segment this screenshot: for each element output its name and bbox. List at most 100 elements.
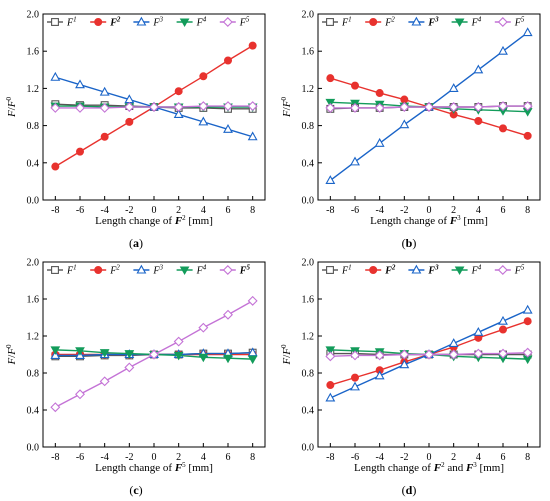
legend-marker — [497, 17, 508, 27]
y-axis-title: F/F0 — [5, 344, 18, 366]
x-axis-title: Length change of F3 [mm] — [370, 214, 488, 227]
x-tick-label: 8 — [250, 452, 255, 463]
data-point — [124, 362, 135, 373]
data-point — [498, 45, 508, 55]
data-point — [75, 102, 85, 113]
data-point — [350, 156, 360, 166]
legend-marker — [326, 266, 334, 274]
panel-label: (a) — [129, 236, 143, 250]
x-tick-label: 6 — [226, 205, 231, 216]
legend-label: F5 — [239, 264, 251, 277]
x-tick-label: 4 — [201, 205, 206, 216]
data-point — [124, 102, 135, 112]
y-tick-label: 0.4 — [27, 158, 40, 169]
y-tick-label: 0.4 — [302, 406, 315, 417]
data-point — [326, 74, 335, 83]
legend-label: F5 — [514, 264, 525, 277]
y-tick-label: 1.2 — [302, 84, 315, 95]
data-point — [173, 336, 184, 347]
legend-label: F3 — [152, 264, 163, 277]
data-point — [350, 102, 360, 113]
data-point — [50, 402, 61, 413]
x-tick-label: 0 — [152, 205, 157, 216]
y-tick-label: 1.2 — [302, 332, 315, 343]
data-point — [173, 109, 184, 118]
series-5 — [325, 101, 533, 113]
legend-label: F1 — [341, 264, 352, 277]
data-point — [523, 131, 532, 140]
data-point — [224, 56, 232, 65]
y-tick-label: 1.2 — [27, 84, 40, 95]
x-tick-label: -6 — [76, 205, 84, 216]
legend-label: F5 — [514, 16, 525, 29]
data-point — [326, 381, 335, 390]
x-tick-label: -2 — [125, 205, 133, 216]
x-tick-label: 4 — [476, 205, 481, 216]
data-point — [351, 373, 359, 382]
x-tick-label: 0 — [427, 452, 432, 463]
data-point — [247, 131, 258, 141]
data-point — [76, 147, 84, 156]
x-tick-label: 6 — [501, 205, 506, 216]
data-point — [400, 95, 409, 104]
data-point — [99, 102, 110, 113]
y-tick-label: 0.4 — [302, 158, 315, 169]
x-tick-label: -6 — [76, 452, 84, 463]
y-tick-label: 0.0 — [302, 443, 315, 454]
data-point — [50, 102, 61, 113]
x-tick-label: -8 — [326, 205, 334, 216]
data-point — [51, 162, 60, 171]
legend-label: F2 — [109, 264, 120, 277]
legend-marker — [411, 264, 422, 274]
panel-label: (b) — [402, 236, 417, 250]
y-tick-label: 1.6 — [27, 47, 40, 58]
legend-label: F1 — [341, 16, 352, 29]
x-tick-label: -6 — [351, 452, 359, 463]
data-point — [325, 392, 336, 402]
y-tick-label: 0.0 — [27, 196, 40, 207]
panel-b: 0.00.40.81.21.62.0-8 -6 -4 -2 0 2 4 6 8F1 F2 F3 F4 F… — [280, 10, 541, 250]
data-point — [399, 349, 410, 360]
legend-marker — [454, 266, 465, 276]
data-point — [473, 102, 484, 112]
panel-label: (d) — [402, 483, 417, 497]
legend-marker — [497, 265, 508, 275]
x-tick-label: -8 — [326, 452, 334, 463]
legend-label: F3 — [427, 264, 439, 277]
data-point — [223, 309, 233, 320]
data-point — [351, 81, 359, 90]
x-tick-label: -4 — [375, 205, 383, 216]
data-point — [173, 351, 184, 361]
x-tick-label: 8 — [250, 205, 255, 216]
data-point — [374, 370, 385, 380]
x-tick-label: 2 — [451, 452, 456, 463]
legend-label: F4 — [196, 16, 207, 29]
x-tick-label: 6 — [501, 452, 506, 463]
y-tick-label: 2.0 — [27, 258, 40, 269]
data-point — [149, 102, 159, 112]
x-tick-label: 8 — [525, 205, 530, 216]
x-tick-label: -2 — [400, 205, 408, 216]
panel-c: 0.00.40.81.21.62.0-8 -6 -4 -2 0 2 4 6 8F1 F2 F3 F4 F… — [5, 258, 266, 497]
legend: F1 F2 F3 F4 F5 — [47, 16, 250, 29]
legend-marker — [179, 266, 190, 276]
data-point — [473, 348, 484, 359]
data-point — [75, 79, 85, 89]
legend-label: F1 — [66, 264, 77, 277]
legend-marker — [94, 18, 103, 26]
legend: F1 F2 F3 F4 F5 — [322, 16, 525, 29]
data-point — [125, 117, 134, 126]
data-point — [375, 89, 384, 98]
data-point — [50, 346, 61, 355]
data-point — [325, 102, 336, 113]
y-tick-label: 0.8 — [27, 121, 40, 132]
legend-label: F1 — [66, 16, 77, 29]
y-tick-label: 0.4 — [27, 406, 40, 417]
data-point — [247, 355, 258, 365]
data-point — [424, 102, 434, 112]
legend-marker — [51, 18, 59, 26]
data-point — [498, 315, 508, 325]
data-point — [198, 353, 209, 363]
data-point — [374, 350, 385, 361]
data-point — [223, 123, 233, 133]
